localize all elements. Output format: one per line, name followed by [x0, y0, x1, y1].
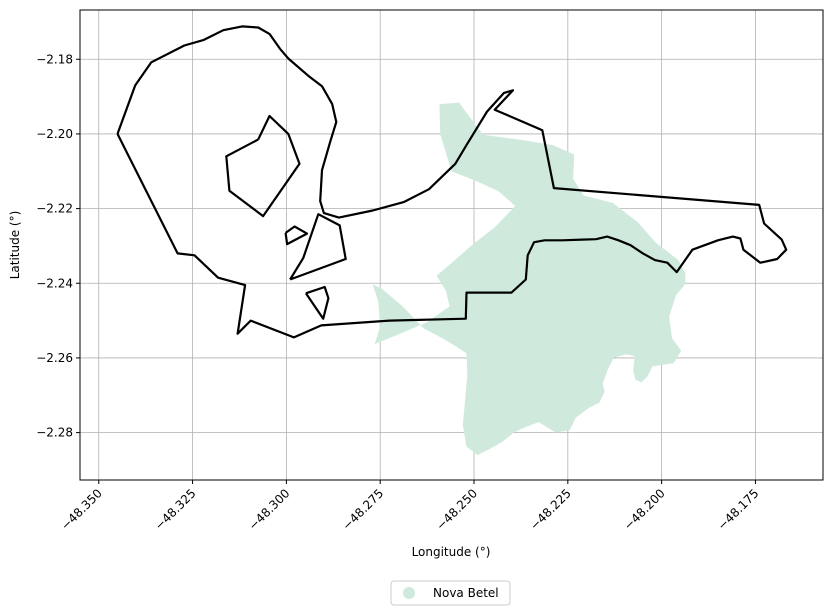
y-axis-ticks: −2.18 −2.20 −2.22 −2.24 −2.26 −2.28 [36, 52, 80, 440]
legend-label-nova-betel: Nova Betel [433, 586, 499, 600]
nova-betel-area [372, 102, 686, 455]
boundary-outline-1 [116, 25, 788, 339]
y-tick-label: −2.20 [36, 127, 73, 141]
y-tick-label: −2.26 [36, 351, 73, 365]
boundary-outline-3 [284, 225, 309, 246]
y-tick-label: −2.24 [36, 276, 73, 290]
plot-frame [79, 9, 824, 481]
map-layers [116, 25, 788, 455]
legend-box [390, 580, 511, 606]
y-tick-label: −2.28 [36, 426, 73, 440]
y-axis-label: Latitude (°) [8, 211, 22, 280]
boundary-outline-2 [225, 114, 301, 218]
legend: Nova Betel [390, 580, 511, 606]
y-tick-label: −2.18 [36, 52, 73, 66]
x-axis-label: Longitude (°) [412, 545, 491, 559]
legend-marker-nova-betel [403, 587, 415, 599]
boundary-outline-4 [289, 213, 347, 281]
y-tick-label: −2.22 [36, 202, 73, 216]
boundary-outline-5 [304, 285, 330, 320]
